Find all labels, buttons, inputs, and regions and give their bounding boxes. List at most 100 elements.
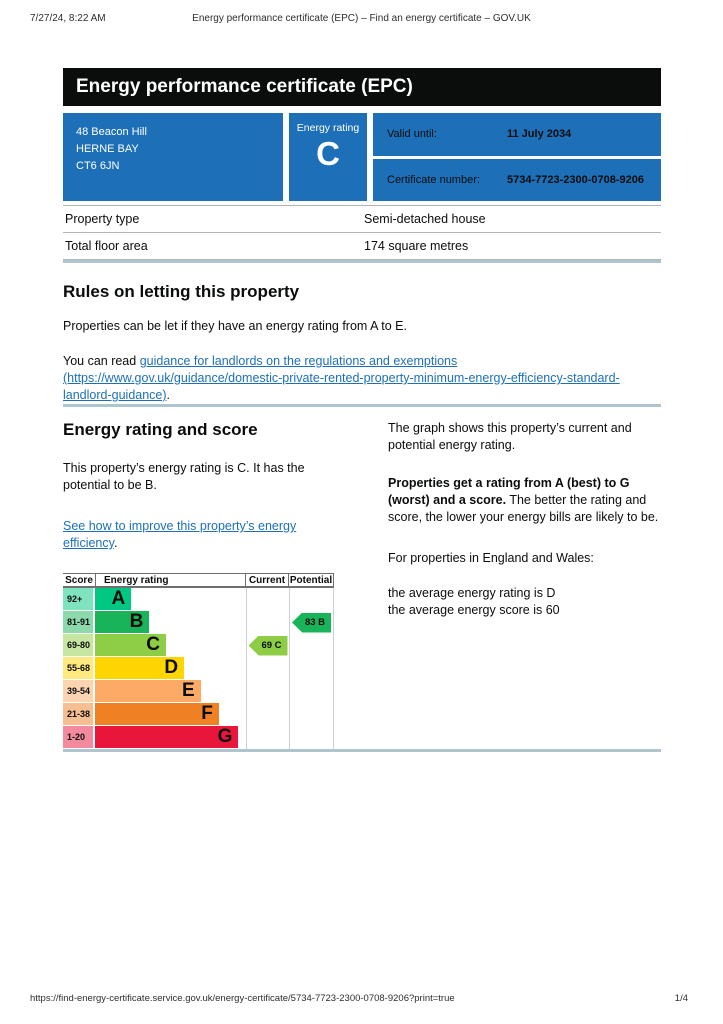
validity-box: Valid until: 11 July 2034 Certificate nu… [373, 113, 661, 201]
current-column-cell [246, 726, 289, 749]
address-line-2: HERNE BAY [76, 143, 139, 156]
section-divider [63, 749, 661, 752]
energy-rating-section: Energy rating and score This property’s … [63, 420, 661, 749]
address-line-3: CT6 6JN [76, 160, 120, 173]
rules-guidance-paragraph: You can read guidance for landlords on t… [63, 353, 661, 404]
current-column-cell [246, 611, 289, 634]
valid-until-value: 11 July 2034 [507, 128, 572, 141]
potential-column-cell [289, 588, 334, 611]
print-url: https://find-energy-certificate.service.… [30, 993, 455, 1004]
current-column-cell [246, 703, 289, 726]
average-score-line: the average energy score is 60 [388, 603, 560, 617]
improve-efficiency-paragraph: See how to improve this property’s energ… [63, 518, 348, 552]
epc-band-row: 81-91 B 83 B [63, 611, 334, 634]
energy-rating-label: Energy rating [296, 122, 360, 134]
band-score-cell: 55-68 [63, 657, 95, 679]
landlord-guidance-link[interactable]: guidance for landlords on the regulation… [63, 354, 620, 402]
epc-banner-title: Energy performance certificate (EPC) [76, 76, 413, 97]
improve-efficiency-link[interactable]: See how to improve this property’s energ… [63, 519, 297, 550]
floor-area-value: 174 square metres [364, 239, 469, 253]
chart-header-potential: Potential [288, 574, 333, 586]
property-address: 48 Beacon Hill HERNE BAY CT6 6JN [63, 113, 283, 201]
rules-heading: Rules on letting this property [63, 282, 300, 301]
epc-rating-chart: Score Energy rating Current Potential 92… [63, 573, 334, 749]
print-meta-header: 7/27/24, 8:22 AM Energy performance cert… [30, 13, 693, 25]
band-bar-cell: G [95, 726, 246, 748]
band-bar-cell: A [95, 588, 246, 610]
chart-header-score: Score [65, 574, 93, 586]
potential-column-cell [289, 726, 334, 749]
band-bar-cell: D [95, 657, 246, 679]
band-bar-g: G [95, 726, 239, 748]
print-datetime: 7/27/24, 8:22 AM [30, 13, 106, 24]
rules-guidance-suffix: . [166, 388, 171, 402]
valid-until-label: Valid until: [387, 128, 437, 141]
epc-band-row: 69-80 C 69 C [63, 634, 334, 657]
band-bar-f: F [95, 703, 219, 725]
averages-paragraph: the average energy rating is D the avera… [388, 585, 661, 619]
certificate-number-label: Certificate number: [387, 173, 480, 186]
band-score-cell: 1-20 [63, 726, 95, 748]
current-rating-arrow: 69 C [248, 635, 288, 656]
band-bar-cell: B [95, 611, 246, 633]
current-column-cell: 69 C [246, 634, 289, 657]
band-bar-cell: E [95, 680, 246, 702]
table-row: Total floor area 174 square metres [63, 233, 661, 260]
graph-description-paragraph: The graph shows this property’s current … [388, 421, 632, 452]
valid-until-row: Valid until: 11 July 2034 [373, 113, 661, 156]
potential-column-cell [289, 680, 334, 703]
average-rating-line: the average energy rating is D [388, 586, 556, 600]
print-doc-title: Energy performance certificate (EPC) – F… [192, 13, 531, 24]
chart-header-rating: Energy rating [95, 574, 245, 586]
potential-column-cell [289, 657, 334, 680]
address-line-1: 48 Beacon Hill [76, 126, 147, 138]
potential-column-cell [289, 634, 334, 657]
rating-explanation-paragraph: Properties get a rating from A (best) to… [388, 475, 661, 526]
potential-rating-arrow: 83 B [292, 612, 331, 633]
band-bar-cell: F [95, 703, 246, 725]
property-summary-table: Property type Semi-detached house Total … [63, 205, 661, 260]
rating-right-column: The graph shows this property’s current … [388, 420, 661, 619]
epc-band-row: 92+ A [63, 588, 334, 611]
band-score-cell: 92+ [63, 588, 95, 610]
epc-banner: Energy performance certificate (EPC) [63, 68, 661, 106]
rating-summary-paragraph: This property’s energy rating is C. It h… [63, 461, 305, 492]
current-column-cell [246, 680, 289, 703]
england-wales-paragraph: For properties in England and Wales: [388, 551, 594, 565]
band-bar-d: D [95, 657, 185, 679]
band-score-cell: 81-91 [63, 611, 95, 633]
chart-body: 92+ A 81-91 B 83 B 69-80 C 69 C 55-68 D 39-54 E 21-3… [63, 588, 334, 749]
band-bar-cell: C [95, 634, 246, 656]
rating-explanation-rest: The better the rating and score, the low… [388, 493, 659, 524]
property-type-label: Property type [65, 212, 140, 226]
table-row: Property type Semi-detached house [63, 205, 661, 233]
band-bar-c: C [95, 634, 166, 656]
band-bar-a: A [95, 588, 132, 610]
energy-rating-box: Energy rating C [289, 113, 367, 201]
section-divider [63, 260, 661, 263]
chart-header-row: Score Energy rating Current Potential [63, 573, 334, 588]
floor-area-label: Total floor area [65, 239, 148, 253]
certificate-number-value: 5734-7723-2300-0708-9206 [507, 173, 645, 186]
certificate-summary: 48 Beacon Hill HERNE BAY CT6 6JN Energy … [63, 113, 661, 201]
energy-rating-value: C [316, 135, 340, 172]
rating-explanation-bold: Properties get a rating from A (best) to… [388, 476, 630, 507]
band-bar-e: E [95, 680, 201, 702]
epc-band-row: 1-20 G [63, 726, 334, 749]
section-divider [63, 404, 661, 407]
epc-band-row: 39-54 E [63, 680, 334, 703]
rules-paragraph: Properties can be let if they have an en… [63, 319, 407, 333]
epc-band-row: 55-68 D [63, 657, 334, 680]
current-column-cell [246, 588, 289, 611]
band-bar-b: B [95, 611, 150, 633]
property-type-value: Semi-detached house [364, 212, 486, 226]
rating-left-column: Energy rating and score This property’s … [63, 420, 348, 749]
band-score-cell: 39-54 [63, 680, 95, 702]
certificate-number-row: Certificate number: 5734-7723-2300-0708-… [373, 158, 661, 201]
rules-guidance-prefix: You can read [63, 354, 140, 368]
potential-column-cell [289, 703, 334, 726]
improve-efficiency-suffix: . [113, 536, 118, 550]
epc-band-row: 21-38 F [63, 703, 334, 726]
rating-heading: Energy rating and score [63, 420, 258, 439]
